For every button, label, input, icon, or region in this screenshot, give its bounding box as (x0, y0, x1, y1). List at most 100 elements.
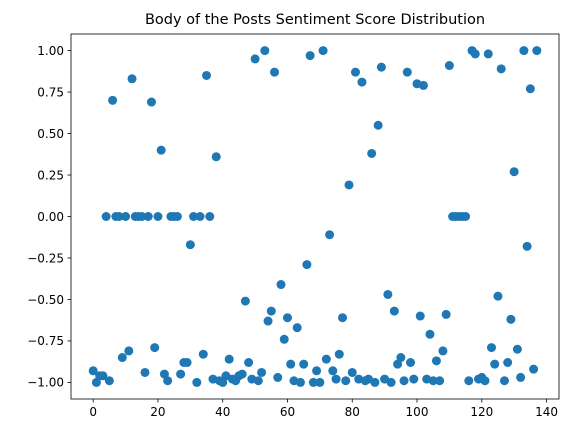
scatter-point (124, 346, 134, 356)
scatter-point (480, 376, 490, 386)
scatter-point (276, 280, 286, 290)
scatter-point (461, 212, 471, 221)
scatter-point (195, 212, 205, 221)
scatter-point (328, 366, 338, 376)
x-tick-label: 80 (345, 405, 360, 419)
scatter-point (483, 49, 493, 59)
scatter-point (114, 212, 124, 221)
scatter-point (146, 97, 156, 107)
scatter-point (315, 377, 325, 387)
scatter-point (121, 212, 131, 221)
scatter-point (341, 376, 351, 386)
scatter-point (104, 376, 114, 386)
y-tick-label: −0.75 (27, 334, 64, 348)
scatter-point (279, 334, 289, 344)
scatter-point (529, 364, 539, 374)
scatter-point (101, 212, 111, 221)
scatter-point (506, 314, 516, 324)
scatter-point (163, 376, 173, 386)
scatter-point (150, 343, 160, 353)
scatter-point (409, 374, 419, 384)
scatter-point (299, 359, 309, 369)
scatter-point (211, 152, 221, 162)
scatter-point (509, 167, 519, 177)
scatter-point (88, 366, 98, 376)
scatter-point (386, 377, 396, 387)
scatter-point (308, 377, 318, 387)
scatter-point (516, 372, 526, 382)
scatter-point (273, 372, 283, 382)
y-tick-label: 1.00 (37, 44, 64, 58)
scatter-point (192, 377, 202, 387)
scatter-point (350, 67, 360, 77)
y-tick-label: 0.00 (37, 210, 64, 224)
scatter-point (431, 356, 441, 366)
scatter-point (250, 54, 260, 64)
scatter-point (257, 367, 267, 377)
y-tick-label: −0.25 (27, 251, 64, 265)
scatter-point (486, 343, 496, 353)
scatter-point (302, 260, 312, 270)
scatter-point (532, 46, 542, 56)
scatter-point (202, 70, 212, 80)
y-axis: −1.00 −0.75 −0.50 −0.25 0.00 0.25 0.50 0.75 1.00 (27, 44, 71, 390)
scatter-point (496, 64, 506, 74)
scatter-point (334, 349, 344, 359)
scatter-point (292, 323, 302, 333)
scatter-point (357, 77, 367, 87)
scatter-point (344, 180, 354, 190)
x-tick-label: 20 (150, 405, 165, 419)
x-tick-label: 100 (406, 405, 429, 419)
scatter-point (512, 344, 522, 354)
x-tick-label: 0 (89, 405, 97, 419)
scatter-point (127, 74, 137, 84)
scatter-point (108, 95, 118, 105)
scatter-point (338, 313, 348, 323)
scatter-point (370, 377, 380, 387)
scatter-point (415, 311, 425, 321)
x-tick-label: 140 (535, 405, 558, 419)
data-points (88, 46, 542, 387)
scatter-point (189, 212, 199, 221)
scatter-point (263, 316, 273, 326)
y-tick-label: −0.50 (27, 293, 64, 307)
scatter-point (399, 376, 409, 386)
scatter-point (396, 353, 406, 363)
scatter-point (441, 309, 451, 319)
scatter-point (137, 212, 147, 221)
scatter-point (325, 230, 335, 240)
scatter-point (318, 46, 328, 56)
scatter-point (253, 376, 263, 386)
scatter-point (182, 358, 192, 367)
scatter-point (444, 61, 454, 71)
scatter-point (425, 329, 435, 339)
scatter-point (373, 120, 383, 130)
scatter-point (418, 80, 428, 90)
scatter-point (295, 377, 305, 387)
scatter-point (260, 46, 270, 56)
scatter-point (470, 49, 480, 59)
scatter-point (156, 145, 166, 155)
scatter-point (525, 84, 535, 94)
scatter-point (383, 289, 393, 299)
scatter-point (172, 212, 182, 221)
scatter-point (244, 358, 254, 367)
scatter-point (117, 353, 127, 363)
scatter-point (153, 212, 163, 221)
scatter-point (464, 376, 474, 386)
x-tick-label: 120 (470, 405, 493, 419)
scatter-point (438, 346, 448, 356)
scatter-point (240, 296, 250, 306)
scatter-point (224, 354, 234, 364)
y-tick-label: 0.75 (37, 85, 64, 99)
scatter-point (376, 62, 386, 72)
scatter-point (98, 371, 108, 381)
scatter-point (185, 240, 195, 250)
scatter-point (347, 367, 357, 377)
scatter-point (143, 212, 153, 221)
scatter-point (519, 46, 529, 56)
plot-frame (70, 33, 560, 400)
y-tick-label: −1.00 (27, 376, 64, 390)
scatter-point (312, 366, 322, 376)
scatter-point (237, 369, 247, 379)
